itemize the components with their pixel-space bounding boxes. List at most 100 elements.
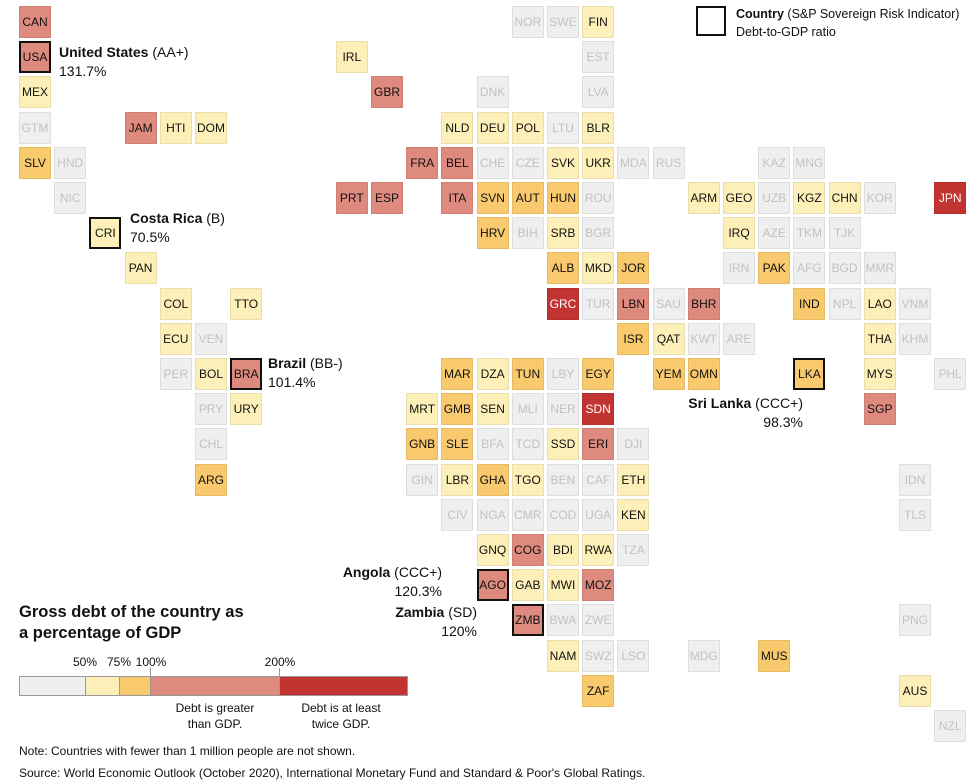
callout-zmb: Zambia (SD) 120% [395,603,477,641]
country-tile-tza: TZA [617,534,650,566]
callout-name: Sri Lanka [688,395,752,411]
country-tile-jpn: JPN [934,182,967,214]
country-tile-pol: POL [511,111,544,144]
country-tile-kor: KOR [863,182,896,214]
country-tile-mdg: MDG [687,639,720,672]
callout-name: Costa Rica [130,210,203,226]
callout-rating: (CCC+) [755,395,803,411]
country-tile-are: ARE [723,322,755,355]
scale-tick-100: 100% [135,655,167,669]
country-tile-mar: MAR [441,358,474,390]
country-tile-tto: TTO [230,287,263,320]
country-tile-ssd: SSD [547,428,579,461]
country-tile-irl: IRL [335,41,368,74]
country-tile-kwt: KWT [687,322,720,355]
country-tile-swe: SWE [547,6,579,38]
country-tile-bfa: BFA [476,428,509,461]
country-tile-fin: FIN [582,6,615,38]
country-tile-jor: JOR [617,252,650,285]
legend-rating-label: (S&P Sovereign Risk Indicator) [787,7,960,21]
country-tile-kgz: KGZ [793,182,826,214]
country-tile-mys: MYS [863,358,896,390]
callout-name: Zambia [395,604,445,620]
country-tile-nld: NLD [441,111,474,144]
callout-lka: Sri Lanka (CCC+) 98.3% [688,394,803,432]
country-tile-uga: UGA [582,498,615,531]
country-tile-lbn: LBN [617,287,650,320]
callout-usa: United States (AA+) 131.7% [59,43,189,81]
country-tile-gnq: GNQ [476,534,509,566]
country-tile-mmr: MMR [863,252,896,285]
scale-divider-100 [150,668,151,676]
country-tile-jam: JAM [124,111,157,144]
country-tile-cmr: CMR [511,498,544,531]
country-tile-qat: QAT [652,322,685,355]
country-tile-gtm: GTM [19,111,51,144]
country-tile-est: EST [582,41,615,74]
country-tile-lbr: LBR [441,463,474,496]
scale-bin-50-75 [85,676,120,696]
country-tile-deu: DEU [476,111,509,144]
country-tile-mkd: MKD [582,252,615,285]
callout-ratio: 131.7% [59,63,107,79]
country-tile-gab: GAB [511,569,544,602]
country-tile-bgr: BGR [582,217,615,250]
country-tile-dnk: DNK [476,76,509,109]
country-tile-can: CAN [19,6,51,38]
country-tile-mex: MEX [19,76,51,109]
country-tile-ukr: UKR [582,146,615,179]
country-tile-swz: SWZ [582,639,615,672]
country-tile-usa: USA [19,41,51,74]
country-tile-aut: AUT [511,182,544,214]
callout-ratio: 98.3% [763,414,803,430]
country-tile-blr: BLR [582,111,615,144]
country-tile-pak: PAK [758,252,791,285]
country-tile-sle: SLE [441,428,474,461]
country-tile-ner: NER [547,393,579,426]
country-tile-gbr: GBR [371,76,403,109]
country-tile-pan: PAN [124,252,157,285]
source-text: Source: World Economic Outlook (October … [19,766,646,780]
country-tile-tun: TUN [511,358,544,390]
scale-bin-100-200 [150,676,280,696]
country-tile-sen: SEN [476,393,509,426]
country-tile-lso: LSO [617,639,650,672]
scale-bin-over-200 [279,676,408,696]
country-tile-mus: MUS [758,639,791,672]
country-tile-arm: ARM [687,182,720,214]
country-tile-phl: PHL [934,358,967,390]
legend-tile-sample [696,6,726,36]
scale-note-twice: Debt is at least twice GDP. [286,700,396,732]
country-tile-eri: ERI [582,428,615,461]
country-tile-ury: URY [230,393,263,426]
country-tile-nzl: NZL [934,710,967,742]
country-tile-lva: LVA [582,76,615,109]
country-tile-dom: DOM [195,111,227,144]
country-tile-tcd: TCD [511,428,544,461]
country-tile-pry: PRY [195,393,227,426]
country-tile-mwi: MWI [547,569,579,602]
country-tile-ven: VEN [195,322,227,355]
country-tile-cod: COD [547,498,579,531]
country-tile-nga: NGA [476,498,509,531]
country-tile-cog: COG [511,534,544,566]
country-tile-arg: ARG [195,463,227,496]
callout-bra: Brazil (BB-) 101.4% [268,354,343,392]
country-tile-rou: ROU [582,182,615,214]
country-tile-ago: AGO [476,569,509,602]
country-tile-bwa: BWA [547,604,579,637]
country-tile-eth: ETH [617,463,650,496]
country-tile-nor: NOR [511,6,544,38]
country-tile-gin: GIN [406,463,439,496]
scale-note-twice-line2: twice GDP. [311,717,371,731]
country-tile-ltu: LTU [547,111,579,144]
callout-rating: (B) [206,210,225,226]
country-tile-irq: IRQ [723,217,755,250]
legend-text: Country (S&P Sovereign Risk Indicator) D… [736,5,959,41]
country-tile-ecu: ECU [159,322,192,355]
country-tile-caf: CAF [582,463,615,496]
callout-rating: (CCC+) [394,564,442,580]
country-tile-slv: SLV [19,146,51,179]
country-tile-isr: ISR [617,322,650,355]
callout-name: Angola [342,564,391,580]
